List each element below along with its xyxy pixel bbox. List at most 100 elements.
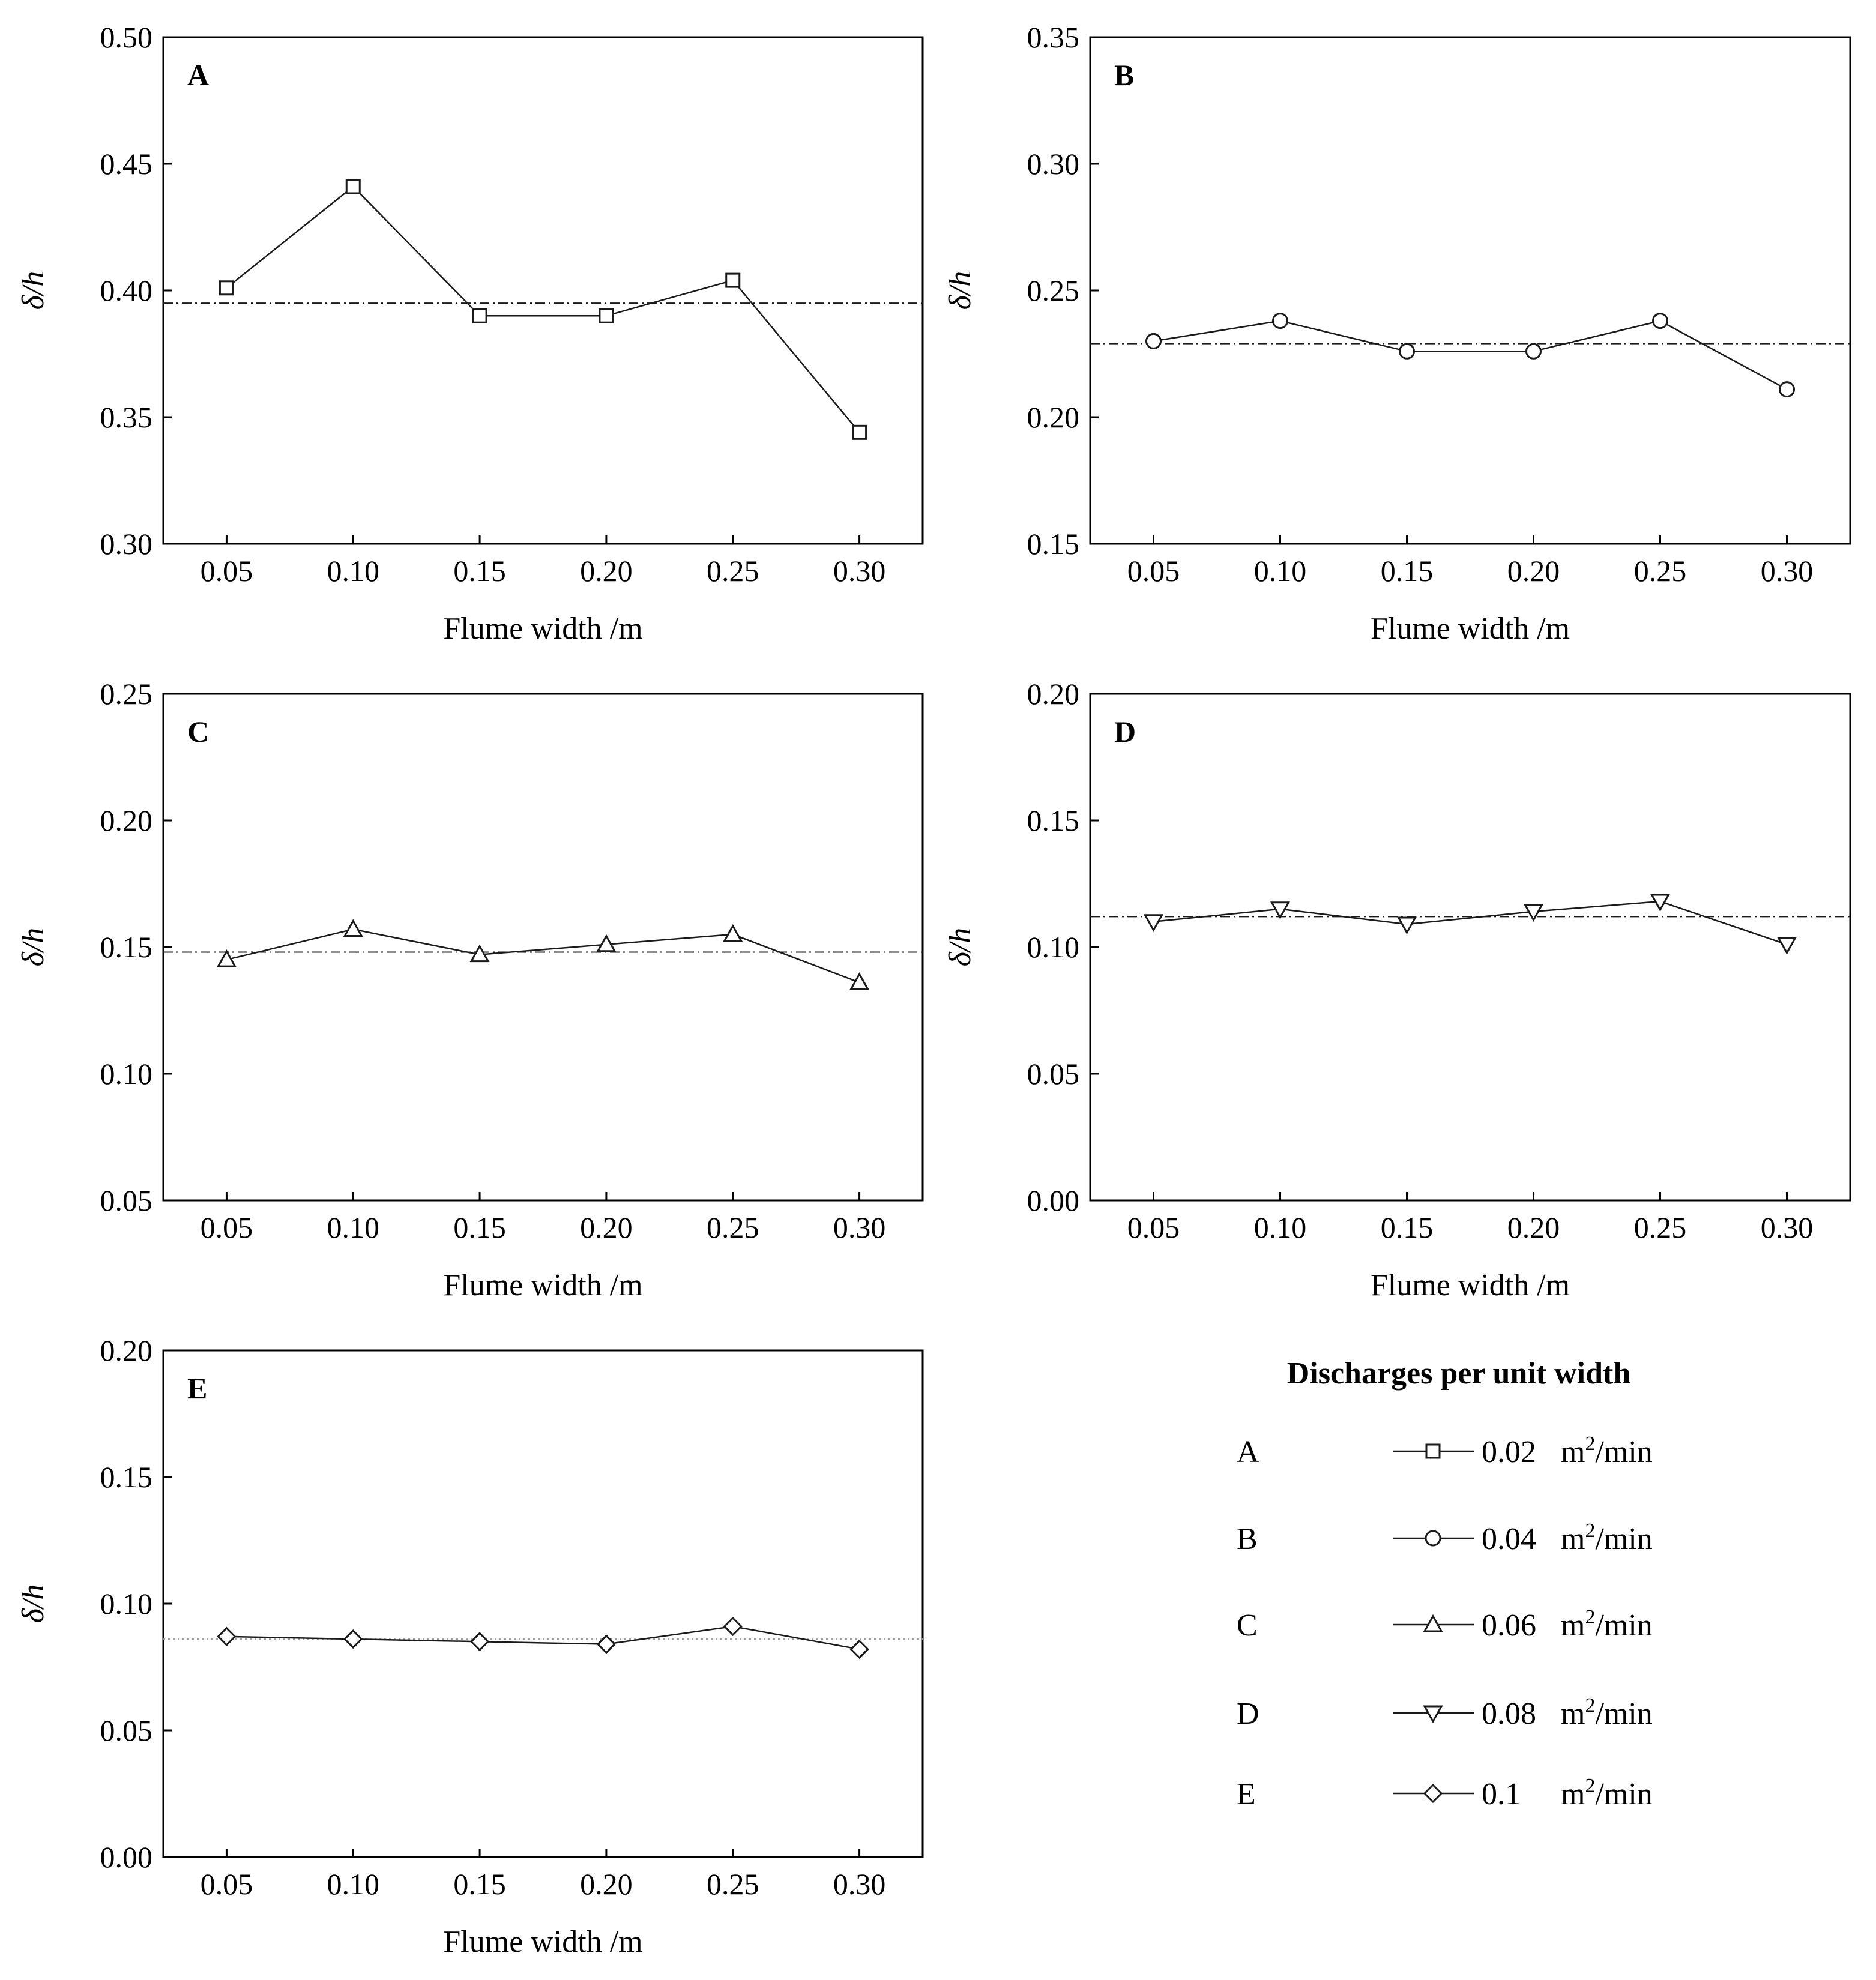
data-point	[1143, 914, 1164, 932]
y-axis-title: δ/h	[16, 1584, 50, 1623]
x-tick-label: 0.25	[1634, 554, 1687, 588]
plot-frame	[162, 1349, 924, 1858]
x-tick-label: 0.15	[1381, 554, 1434, 588]
x-tick-label: 0.25	[1634, 1211, 1687, 1244]
legend-entry-label: C	[1237, 1608, 1258, 1643]
x-tick-label: 0.30	[833, 1867, 886, 1901]
y-tick-label: 0.15	[100, 930, 153, 964]
unit-base: m	[1561, 1697, 1585, 1731]
legend-entry-c: C 0.06 m2/min	[1237, 1606, 1653, 1643]
chart-panel-a: 0.30 0.35 0.40 0.45 0.50 0.05 0.10 0.15 0.20 0.25…	[16, 20, 924, 646]
data-point	[1272, 313, 1288, 329]
y-tick-label: 0.15	[1027, 804, 1080, 837]
unit-exponent: 2	[1585, 1606, 1595, 1628]
y-tick-label: 0.20	[1027, 677, 1080, 711]
data-point	[723, 924, 743, 942]
data-point	[1396, 916, 1417, 935]
data-point	[216, 949, 237, 967]
y-axis-title: δ/h	[16, 271, 50, 310]
y-tick-label: 0.50	[100, 20, 153, 54]
legend-entry-unit: m2/min	[1561, 1433, 1653, 1469]
x-axis-title: Flume width /m	[1371, 1268, 1570, 1302]
legend-entry-label: B	[1237, 1522, 1258, 1556]
y-tick-label: 0.00	[1027, 1184, 1080, 1217]
unit-exponent: 2	[1585, 1520, 1595, 1542]
y-tick-label: 0.05	[100, 1184, 153, 1217]
legend-entry-label: A	[1237, 1435, 1259, 1469]
y-axis-symbol: δ	[16, 951, 50, 966]
y-axis-symbol: δ	[943, 295, 977, 310]
x-tick-label: 0.30	[833, 1211, 886, 1244]
x-tick-label: 0.25	[707, 554, 759, 588]
y-axis-title: δ/h	[16, 928, 50, 967]
y-axis-symbol: δ	[943, 951, 977, 966]
legend-entry-a: A 0.02 m2/min	[1237, 1433, 1653, 1469]
plot-frame	[1089, 693, 1851, 1202]
data-point	[849, 1639, 869, 1660]
data-point	[725, 272, 741, 288]
legend-entry-unit: m2/min	[1561, 1694, 1653, 1731]
unit-tail: /min	[1595, 1777, 1652, 1811]
x-tick-label: 0.15	[453, 554, 506, 588]
data-point	[596, 1634, 617, 1654]
data-point	[217, 1626, 237, 1646]
series-line	[226, 185, 860, 433]
data-point	[1779, 381, 1795, 398]
y-tick-label: 0.25	[1027, 274, 1080, 307]
unit-exponent: 2	[1585, 1775, 1595, 1797]
y-axis-symbol: δ	[16, 1608, 50, 1623]
data-point	[469, 1632, 490, 1652]
y-axis-symbol-tail: /h	[16, 1584, 50, 1610]
y-tick-label: 0.10	[100, 1587, 153, 1620]
y-tick-label: 0.35	[1027, 20, 1080, 54]
x-axis-title: Flume width /m	[443, 1268, 642, 1302]
unit-base: m	[1561, 1777, 1585, 1811]
x-tick-label: 0.15	[1381, 1211, 1434, 1244]
legend-entry-value: 0.02	[1482, 1435, 1536, 1469]
unit-tail: /min	[1595, 1522, 1652, 1556]
chart-panel-d: 0.00 0.05 0.10 0.15 0.20 0.05 0.10 0.15 0.20 0.25…	[943, 677, 1851, 1302]
data-point	[1145, 333, 1162, 349]
data-point	[599, 308, 614, 323]
x-tick-label: 0.30	[1761, 1211, 1814, 1244]
x-tick-label: 0.10	[327, 554, 380, 588]
panel-letter: B	[1114, 58, 1134, 92]
y-axis-symbol-tail: /h	[16, 928, 50, 954]
data-point	[1652, 313, 1668, 329]
series-line	[226, 1625, 860, 1651]
x-tick-label: 0.10	[1254, 554, 1307, 588]
legend-title: Discharges per unit width	[1287, 1356, 1631, 1391]
unit-tail: /min	[1595, 1697, 1652, 1731]
x-tick-label: 0.20	[580, 554, 633, 588]
y-axis-symbol-tail: /h	[16, 271, 50, 297]
legend-marker	[1423, 1705, 1443, 1724]
series-line	[226, 928, 860, 984]
plot-frame	[1089, 36, 1851, 545]
y-tick-label: 0.35	[100, 400, 153, 434]
data-point	[1650, 894, 1671, 912]
data-point	[345, 179, 361, 194]
data-point	[723, 1616, 743, 1637]
unit-tail: /min	[1595, 1435, 1652, 1469]
y-tick-label: 0.20	[100, 804, 153, 837]
legend-entry-unit: m2/min	[1561, 1606, 1653, 1643]
x-tick-label: 0.20	[1507, 1211, 1560, 1244]
data-point	[596, 934, 617, 952]
unit-exponent: 2	[1585, 1433, 1595, 1455]
x-tick-label: 0.25	[707, 1867, 759, 1901]
y-tick-label: 0.05	[100, 1714, 153, 1747]
data-point	[1270, 901, 1291, 919]
chart-panel-c: 0.05 0.10 0.15 0.20 0.25 0.05 0.10 0.15 0.20 0.25…	[16, 677, 924, 1302]
x-tick-label: 0.20	[580, 1211, 633, 1244]
data-point	[849, 972, 870, 990]
legend: Discharges per unit width A 0.02 m2/min B 0.0…	[1237, 1356, 1653, 1811]
unit-base: m	[1561, 1435, 1585, 1469]
x-tick-label: 0.05	[1127, 1211, 1180, 1244]
legend-marker	[1425, 1530, 1441, 1547]
y-tick-label: 0.45	[100, 147, 153, 181]
legend-entry-unit: m2/min	[1561, 1775, 1653, 1811]
plot-frame	[162, 36, 924, 545]
y-tick-label: 0.10	[100, 1057, 153, 1091]
chart-panel-e: 0.00 0.05 0.10 0.15 0.20 0.05 0.10 0.15 0.20 0.25…	[16, 1334, 924, 1959]
panel-letter: E	[187, 1371, 207, 1405]
